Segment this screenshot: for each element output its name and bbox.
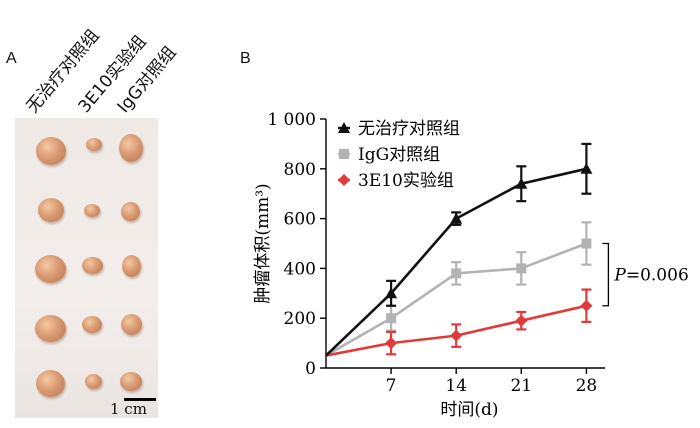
tumor-untreated	[36, 370, 65, 397]
tumor-3e10	[82, 257, 103, 274]
tumor-igg	[121, 314, 142, 335]
data-point-marker	[385, 287, 398, 299]
x-tick-label: 14	[445, 376, 467, 396]
panel-b: B 0 200 400 600 800 1 000 7 14 21 28 时间(d) 肿瘤体积(mm³…	[240, 0, 700, 424]
y-tick-label: 1 000	[267, 110, 316, 130]
x-axis-label: 时间(d)	[440, 400, 498, 420]
tumor-igg	[121, 202, 140, 221]
x-tick-label: 7	[386, 376, 397, 396]
panel-b-letter: B	[240, 50, 251, 67]
tumor-untreated	[35, 255, 66, 283]
tumor-3e10	[86, 138, 102, 151]
tumor-volume-chart: 0 200 400 600 800 1 000 7 14 21 28 时间(d) 肿瘤体积(mm³) 无…	[253, 110, 689, 420]
data-point-marker	[450, 212, 463, 224]
data-point-marker	[385, 337, 398, 350]
data-point-marker	[450, 329, 463, 342]
series-IgG对照组	[325, 221, 592, 357]
scale-bar	[124, 398, 156, 401]
legend-label: IgG对照组	[358, 145, 440, 165]
tumor-igg	[120, 372, 142, 391]
data-point-marker	[338, 122, 350, 133]
tumor-igg	[122, 255, 141, 277]
tumor-3e10	[84, 204, 100, 217]
legend-label: 3E10实验组	[358, 171, 454, 191]
tumor-untreated	[38, 198, 64, 222]
scale-label: 1 cm	[110, 400, 147, 418]
series-无治疗对照组	[325, 142, 593, 357]
legend-item: 无治疗对照组	[338, 119, 460, 139]
legend: 无治疗对照组 IgG对照组 3E10实验组	[338, 119, 460, 191]
data-point-marker	[516, 263, 527, 274]
y-tick-label: 0	[305, 359, 316, 379]
tumor-3e10	[82, 316, 102, 333]
data-point-marker	[580, 299, 593, 312]
y-tick-label: 800	[284, 160, 316, 180]
tumor-photo	[15, 118, 158, 418]
y-tick-label: 200	[284, 309, 316, 329]
panel-a-letter: A	[6, 50, 17, 67]
x-tick-label: 21	[510, 376, 532, 396]
tumor-3e10	[85, 374, 102, 389]
data-point-marker	[581, 238, 592, 249]
data-point-marker	[386, 313, 397, 324]
data-point-marker	[515, 177, 528, 189]
series-3E10实验组	[325, 288, 593, 357]
data-point-marker	[338, 174, 350, 186]
tumor-untreated	[36, 137, 66, 165]
data-point-marker	[580, 162, 593, 174]
data-point-marker	[339, 149, 349, 159]
y-tick-label: 400	[284, 259, 316, 279]
legend-label: 无治疗对照组	[358, 119, 460, 139]
panel-a: A 无治疗对照组 3E10实验组 IgG对照组 1 cm	[0, 0, 240, 424]
tumor-untreated	[35, 315, 66, 342]
data-point-marker	[451, 268, 462, 279]
y-axis-label: 肿瘤体积(mm³)	[253, 183, 273, 303]
y-tick-label: 600	[284, 210, 316, 230]
p-value-annotation: P=0.006	[613, 266, 688, 286]
x-tick-label: 28	[576, 376, 598, 396]
legend-item: IgG对照组	[338, 145, 440, 165]
data-point-marker	[515, 314, 528, 327]
legend-item: 3E10实验组	[338, 171, 454, 191]
significance-bracket	[602, 242, 610, 307]
tumor-igg	[119, 134, 143, 162]
